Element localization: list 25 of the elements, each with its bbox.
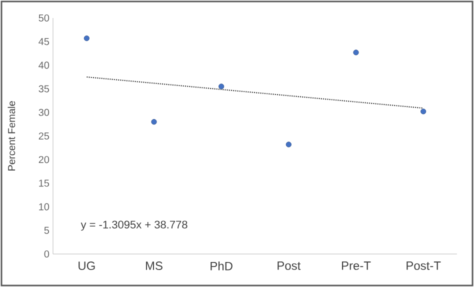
y-tick-label: 15 [39, 180, 50, 187]
x-tick-label: Pre-T [342, 262, 371, 270]
y-tick-label: 50 [38, 14, 50, 22]
y-tick-label: 45 [38, 38, 50, 46]
y-tick-label: 5 [44, 226, 50, 234]
point [84, 35, 90, 42]
x-tick-label: Post-T [406, 262, 441, 270]
y-axis-title: Percent Female [8, 101, 16, 170]
point [151, 119, 157, 125]
point [420, 108, 426, 114]
annotation: y = -1.3095x + 38.778 [80, 220, 188, 231]
x-tick-label: UG [78, 262, 95, 270]
x-tick-label: Post [278, 262, 301, 270]
point [218, 84, 224, 90]
x-tick-label: PhD [210, 262, 232, 270]
point [286, 142, 292, 148]
y-tick-label: 30 [38, 108, 50, 116]
y-tick-label: 20 [38, 156, 50, 164]
x-tick-label: MS [146, 262, 162, 270]
y-tick-label: 35 [38, 85, 50, 92]
y-tick-label: 10 [39, 203, 50, 210]
point [353, 50, 359, 56]
y-tick-label: 25 [38, 132, 50, 140]
y-tick-label: 0 [44, 250, 50, 258]
y-tick-label: 40 [38, 62, 50, 69]
